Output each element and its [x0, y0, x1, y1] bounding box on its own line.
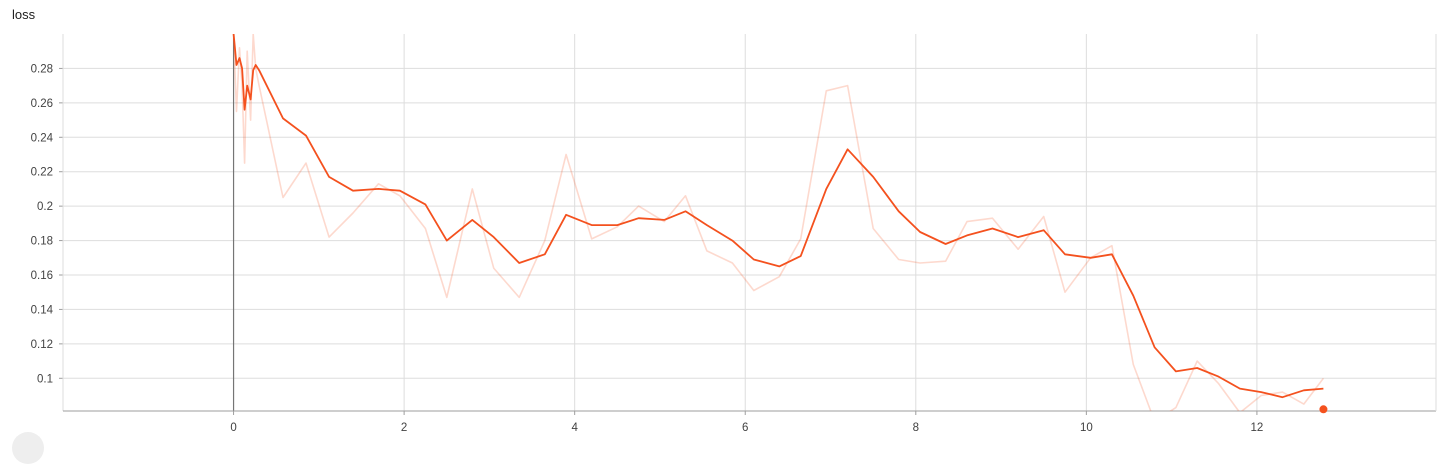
y-tick-label: 0.28 — [31, 63, 53, 75]
y-tick-label: 0.18 — [31, 236, 53, 248]
tick-labels: 0.1 0.12 0.14 0.16 0.18 0.2 0.22 0.24 0.26 0.28 0 2… — [31, 63, 1264, 434]
x-tick-label: 2 — [401, 422, 407, 434]
y-tick-label: 0.16 — [31, 270, 53, 282]
x-tick-label: 10 — [1080, 422, 1093, 434]
fit-domain-button[interactable] — [12, 432, 44, 464]
y-tick-label: 0.2 — [37, 201, 53, 213]
y-tick-label: 0.12 — [31, 339, 53, 351]
raw-loss-line — [232, 34, 1325, 411]
y-tick-label: 0.14 — [31, 304, 54, 316]
chart-title: loss — [12, 7, 36, 22]
y-tick-label: 0.24 — [31, 132, 54, 144]
x-tick-label: 6 — [742, 422, 748, 434]
y-tick-label: 0.22 — [31, 167, 53, 179]
y-tick-label: 0.26 — [31, 98, 53, 110]
x-tick-label: 12 — [1251, 422, 1264, 434]
series-layer — [232, 34, 1328, 414]
y-tick-label: 0.1 — [37, 373, 53, 385]
smoothed-loss-line — [232, 34, 1324, 399]
axes — [59, 34, 1437, 415]
last-point-marker — [1319, 405, 1328, 414]
x-tick-label: 4 — [571, 422, 578, 434]
x-tick-label: 0 — [230, 422, 236, 434]
x-tick-label: 8 — [913, 422, 919, 434]
grid-lines — [63, 34, 1436, 411]
loss-chart[interactable]: 0.1 0.12 0.14 0.16 0.18 0.2 0.22 0.24 0.26 0.28 0 2… — [0, 0, 1446, 440]
